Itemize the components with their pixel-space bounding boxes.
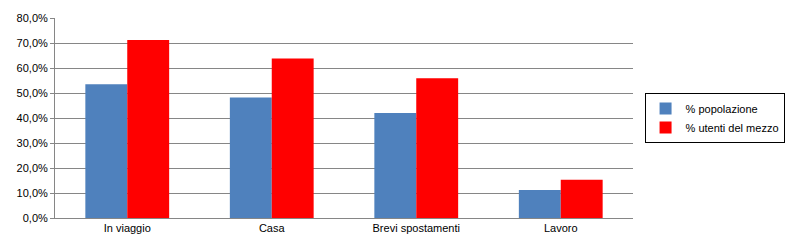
svg-text:Brevi spostamenti: Brevi spostamenti bbox=[373, 222, 460, 234]
svg-text:80,0%: 80,0% bbox=[17, 12, 48, 24]
svg-text:70,0%: 70,0% bbox=[17, 37, 48, 49]
svg-text:30,0%: 30,0% bbox=[17, 137, 48, 149]
svg-text:50,0%: 50,0% bbox=[17, 87, 48, 99]
svg-text:0,0%: 0,0% bbox=[23, 212, 48, 224]
svg-text:60,0%: 60,0% bbox=[17, 62, 48, 74]
svg-text:10,0%: 10,0% bbox=[17, 187, 48, 199]
svg-text:Lavoro: Lavoro bbox=[544, 222, 578, 234]
svg-text:20,0%: 20,0% bbox=[17, 162, 48, 174]
svg-text:Casa: Casa bbox=[259, 222, 286, 234]
svg-text:40,0%: 40,0% bbox=[17, 112, 48, 124]
svg-text:% utenti del mezzo: % utenti del mezzo bbox=[686, 122, 779, 134]
svg-text:% popolazione: % popolazione bbox=[686, 103, 758, 115]
svg-text:In viaggio: In viaggio bbox=[104, 222, 151, 234]
